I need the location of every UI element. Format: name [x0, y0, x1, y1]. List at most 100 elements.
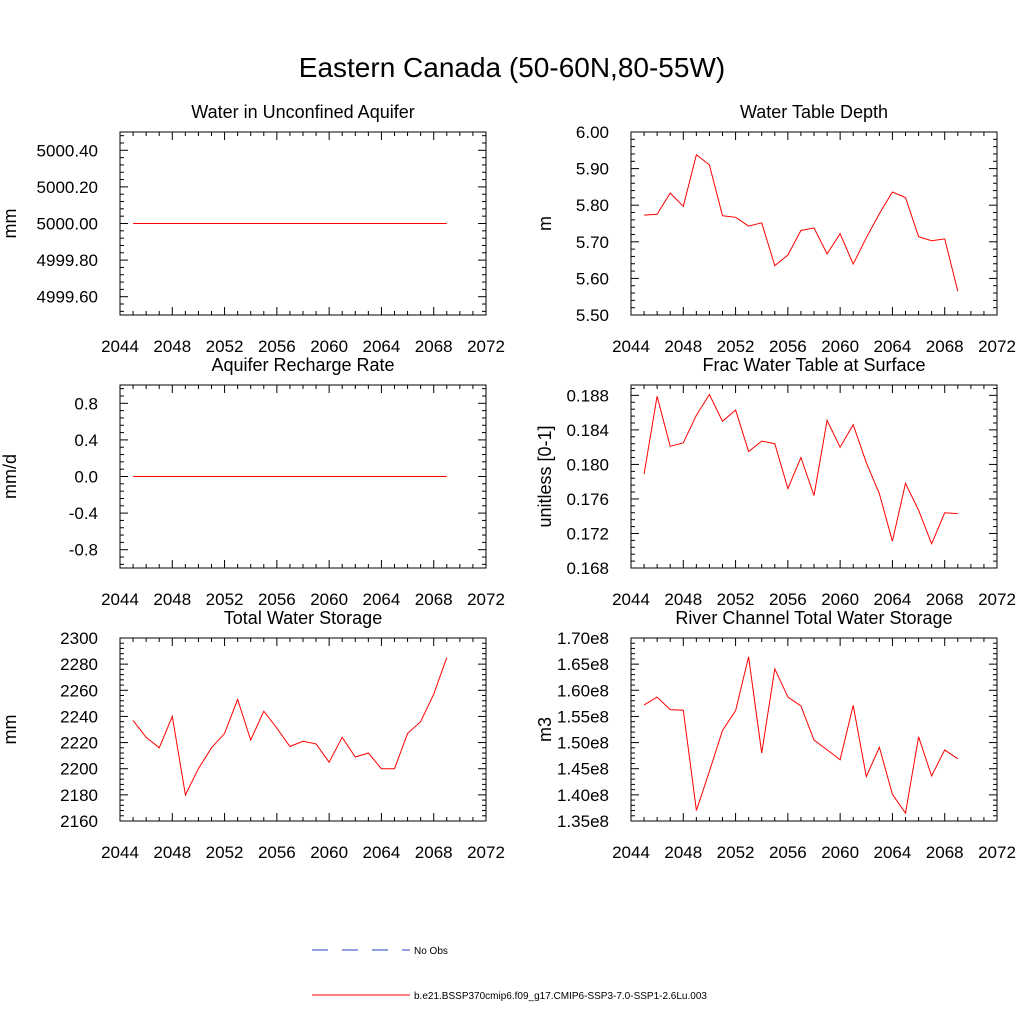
x-tick-label: 2072: [467, 590, 505, 609]
y-tick-label: -0.4: [69, 504, 98, 523]
plot-frame: [630, 384, 998, 569]
panel-4: 2044 2048 2052 2056 2060 2064 2068 2072 0.168 0.1…: [535, 355, 1016, 609]
y-tick-label: 0.4: [74, 431, 98, 450]
y-tick-label: 2180: [60, 786, 98, 805]
y-tick-label: 0.176: [566, 490, 609, 509]
x-tick-label: 2064: [874, 337, 912, 356]
y-tick-label: 2200: [60, 760, 98, 779]
y-tick-label: 1.65e8: [557, 655, 609, 674]
y-axis-label: m: [535, 216, 555, 231]
x-tick-label: 2052: [206, 337, 244, 356]
x-tick-label: 2072: [978, 337, 1016, 356]
x-tick-label: 2068: [415, 337, 453, 356]
y-tick-label: 2300: [60, 629, 98, 648]
y-tick-label: 0.8: [74, 394, 98, 413]
y-axis-label: unitless [0-1]: [535, 425, 555, 527]
y-tick-label: 5000.00: [37, 215, 98, 234]
series-line: [644, 153, 959, 292]
plot-frame: [630, 131, 998, 316]
x-tick-label: 2068: [415, 843, 453, 862]
x-tick-label: 2064: [874, 590, 912, 609]
x-tick-label: 2060: [821, 590, 859, 609]
legend-label-no-obs: No Obs: [414, 946, 448, 957]
x-tick-label: 2056: [258, 590, 296, 609]
x-tick-label: 2044: [101, 337, 139, 356]
x-tick-label: 2072: [978, 843, 1016, 862]
x-tick-label: 2048: [664, 590, 702, 609]
y-tick-label: 0.188: [566, 386, 609, 405]
panel-title: River Channel Total Water Storage: [675, 608, 952, 628]
x-tick-label: 2064: [363, 590, 401, 609]
y-axis-label: mm: [0, 715, 20, 745]
y-tick-label: 6.00: [576, 123, 609, 142]
x-tick-label: 2052: [206, 590, 244, 609]
panel-3: 2044 2048 2052 2056 2060 2064 2068 2072 -0.8 -0.4…: [0, 355, 505, 609]
panel-title: Water Table Depth: [740, 102, 888, 122]
x-tick-label: 2044: [101, 590, 139, 609]
y-tick-label: 0.0: [74, 468, 98, 487]
panel-title: Total Water Storage: [224, 608, 382, 628]
x-tick-label: 2072: [467, 337, 505, 356]
y-axis-label: mm: [0, 209, 20, 239]
x-tick-label: 2072: [467, 843, 505, 862]
x-tick-label: 2068: [926, 590, 964, 609]
x-tick-label: 2056: [769, 590, 807, 609]
y-tick-label: 1.35e8: [557, 812, 609, 831]
y-tick-label: 2260: [60, 681, 98, 700]
panel-2: 2044 2048 2052 2056 2060 2064 2068 2072 5.50 5.60…: [535, 102, 1016, 356]
y-tick-label: 1.40e8: [557, 786, 609, 805]
y-tick-label: 4999.80: [37, 251, 98, 270]
x-tick-label: 2048: [153, 590, 191, 609]
x-tick-label: 2072: [978, 590, 1016, 609]
y-tick-label: 1.55e8: [557, 707, 609, 726]
series-line: [643, 393, 958, 546]
panel-5: 2044 2048 2052 2056 2060 2064 2068 2072 2160 2180…: [0, 608, 505, 862]
y-tick-label: 4999.60: [37, 288, 98, 307]
x-tick-label: 2056: [258, 337, 296, 356]
y-tick-label: 5.60: [576, 269, 609, 288]
main-title: Eastern Canada (50-60N,80-55W): [298, 52, 726, 83]
x-tick-label: 2052: [717, 843, 755, 862]
y-tick-label: 1.45e8: [557, 760, 609, 779]
legend: No Obs b.e21.BSSP370cmip6.f09_g17.CMIP6-S…: [312, 946, 707, 1002]
y-tick-label: 1.60e8: [557, 681, 609, 700]
panel-title: Aquifer Recharge Rate: [211, 355, 394, 375]
x-tick-label: 2060: [310, 590, 348, 609]
y-tick-label: 5.50: [576, 306, 609, 325]
y-axis-label: mm/d: [0, 454, 20, 499]
y-tick-label: 5000.40: [37, 141, 98, 160]
x-tick-label: 2068: [415, 590, 453, 609]
panel-6: 2044 2048 2052 2056 2060 2064 2068 2072 1.35e8 1.…: [535, 608, 1016, 862]
x-tick-label: 2064: [874, 843, 912, 862]
y-tick-label: 0.180: [566, 455, 609, 474]
x-tick-label: 2060: [310, 843, 348, 862]
y-tick-label: 0.168: [566, 559, 609, 578]
panel-title: Water in Unconfined Aquifer: [191, 102, 414, 122]
x-tick-label: 2048: [153, 843, 191, 862]
y-tick-label: 5.80: [576, 196, 609, 215]
panel-title: Frac Water Table at Surface: [702, 355, 925, 375]
x-tick-label: 2056: [769, 843, 807, 862]
x-tick-label: 2052: [717, 337, 755, 356]
y-tick-label: 5.90: [576, 160, 609, 179]
legend-label-model: b.e21.BSSP370cmip6.f09_g17.CMIP6-SSP3-7.…: [414, 991, 707, 1002]
y-tick-label: 1.70e8: [557, 629, 609, 648]
panel-1: 2044 2048 2052 2056 2060 2064 2068 2072 4999.60 4…: [0, 102, 505, 356]
y-tick-label: -0.8: [69, 541, 98, 560]
x-tick-label: 2064: [363, 843, 401, 862]
x-tick-label: 2044: [612, 337, 650, 356]
x-tick-label: 2052: [717, 590, 755, 609]
y-tick-label: 5.70: [576, 233, 609, 252]
y-tick-label: 2220: [60, 734, 98, 753]
series-line: [132, 657, 448, 797]
x-tick-label: 2048: [664, 843, 702, 862]
x-tick-label: 2068: [926, 337, 964, 356]
x-tick-label: 2064: [363, 337, 401, 356]
x-tick-label: 2060: [821, 843, 859, 862]
y-axis-label: m3: [535, 717, 555, 742]
x-tick-label: 2056: [769, 337, 807, 356]
y-tick-label: 5000.20: [37, 178, 98, 197]
series-line: [643, 656, 959, 815]
y-tick-label: 2160: [60, 812, 98, 831]
